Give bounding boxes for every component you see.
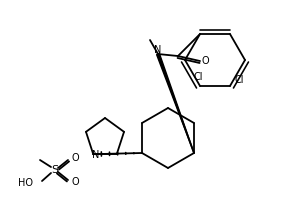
Polygon shape xyxy=(157,53,194,153)
Text: O: O xyxy=(71,153,79,163)
Text: S: S xyxy=(51,165,59,175)
Text: HO: HO xyxy=(18,178,33,188)
Text: O: O xyxy=(201,56,209,66)
Text: N: N xyxy=(91,150,99,160)
Text: Cl: Cl xyxy=(193,72,203,82)
Text: Cl: Cl xyxy=(234,75,244,85)
Text: N: N xyxy=(154,45,162,55)
Text: O: O xyxy=(71,177,79,187)
